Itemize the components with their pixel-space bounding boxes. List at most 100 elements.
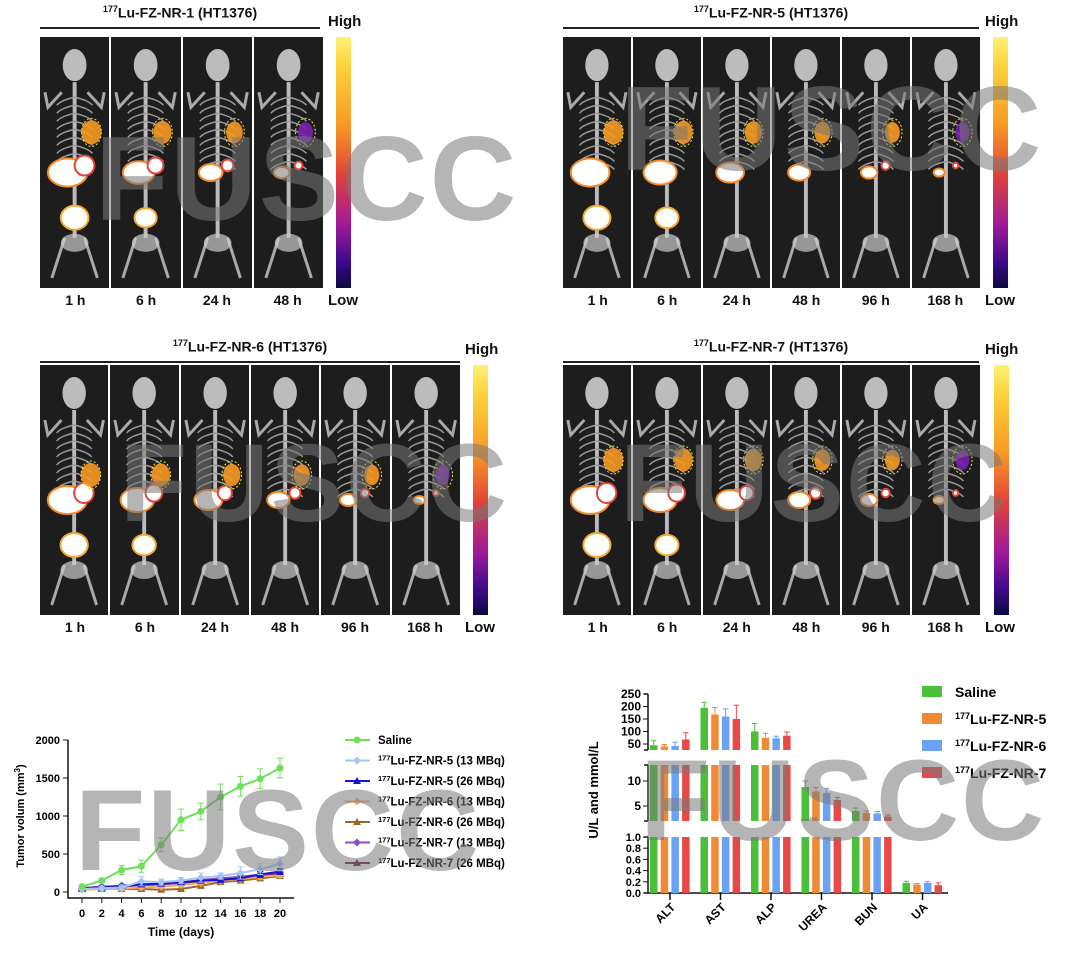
timepoint-label: 48 h <box>273 292 302 308</box>
data-point <box>157 878 166 887</box>
bar <box>711 714 719 750</box>
data-point <box>157 841 165 849</box>
timepoint-label: 24 h <box>202 292 231 308</box>
timepoint-label: 96 h <box>340 619 369 635</box>
timepoint-label: 1 h <box>65 292 86 308</box>
data-point <box>256 775 264 783</box>
spect-ct-mouse-image <box>563 37 631 288</box>
axis-break-cap <box>644 764 648 822</box>
data-point <box>98 877 106 885</box>
colorbar <box>994 365 1009 615</box>
y-tick-label: 0.6 <box>626 854 641 866</box>
data-point <box>353 777 361 784</box>
error-bar <box>914 882 920 885</box>
bar <box>873 837 881 893</box>
legend-label: 177Lu-FZ-NR-6 (26 MBq) <box>378 815 505 829</box>
bar <box>833 837 842 893</box>
y-tick-label: 1000 <box>36 811 60 823</box>
y-tick-label: 0.2 <box>626 877 641 889</box>
spect-ct-mouse-image <box>321 365 390 615</box>
error-bar <box>651 740 657 746</box>
x-tick-label: 0 <box>79 908 85 920</box>
spect-ct-mouse-image <box>912 365 980 615</box>
panel-title-rule <box>40 27 320 29</box>
colorbar-high-label: High <box>465 341 499 358</box>
bar <box>783 765 791 821</box>
timepoint-label: 1 h <box>587 292 608 308</box>
bar <box>923 882 932 893</box>
x-tick-label: 12 <box>195 908 207 920</box>
colorbar <box>336 37 351 288</box>
timepoint-label: 168 h <box>407 619 443 635</box>
data-point <box>236 782 244 790</box>
bar <box>660 765 669 821</box>
bar <box>721 837 730 893</box>
panel-title-text: Lu-FZ-NR-1 (HT1376) <box>117 4 258 21</box>
legend-label: 177Lu-FZ-NR-5 (26 MBq) <box>378 774 505 788</box>
timepoint-label: 48 h <box>792 619 821 635</box>
error-bar <box>802 780 808 787</box>
data-point <box>216 872 225 881</box>
legend-label: 177Lu-FZ-NR-7 <box>955 765 1046 781</box>
bar <box>902 882 910 893</box>
bar <box>934 885 943 893</box>
spect-ct-mouse-image <box>772 365 841 615</box>
x-tick-label: 16 <box>234 908 246 920</box>
panel-title: 177Lu-FZ-NR-6 (HT1376) <box>40 338 460 355</box>
spect-ct-mouse-image <box>702 37 771 288</box>
spect-ct-mouse-image <box>250 365 320 615</box>
error-bar <box>752 723 758 732</box>
error-bar <box>712 707 718 715</box>
bar <box>852 811 860 821</box>
bar <box>721 765 730 821</box>
y-tick-label: 100 <box>621 725 641 739</box>
isotope-superscript: 177 <box>102 4 118 14</box>
panel-title: 177Lu-FZ-NR-1 (HT1376) <box>40 4 320 21</box>
spect-ct-mouse-image <box>912 37 980 288</box>
timepoint-label: 168 h <box>927 619 964 635</box>
y-tick-label: 0.8 <box>626 843 641 855</box>
y-tick-label: 200 <box>621 700 641 714</box>
bar <box>671 837 679 893</box>
data-point <box>217 793 225 801</box>
timepoint-label: 6 h <box>657 292 678 308</box>
bar <box>761 765 770 821</box>
spect-ct-mouse-image <box>253 37 323 288</box>
bar <box>801 787 809 821</box>
data-point <box>137 877 146 886</box>
data-point <box>196 873 205 882</box>
y-tick-label: 0.0 <box>626 888 641 900</box>
timepoint-label: 6 h <box>657 619 678 635</box>
y-axis-label: Tumor volum (mm3) <box>13 764 27 868</box>
bar <box>884 837 892 893</box>
bar <box>772 765 780 821</box>
panel-title-rule <box>40 361 460 363</box>
tumor-volume-chart: 0 500 1000 1500 2000 0 2 4 6 8 10 12 14 16 18 20 Time (d… <box>13 735 505 939</box>
legend-label: 177Lu-FZ-NR-5 <box>955 711 1046 727</box>
legend-label: 177Lu-FZ-NR-6 (13 MBq) <box>378 795 505 809</box>
error-bar <box>701 701 707 708</box>
bar <box>700 765 708 821</box>
bar <box>852 837 860 893</box>
error-bar <box>773 735 779 739</box>
timepoint-label: 96 h <box>861 292 890 308</box>
timepoint-label: 1 h <box>587 619 608 635</box>
data-point <box>256 865 265 874</box>
timepoint-label: 1 h <box>64 619 86 635</box>
error-bar <box>672 741 678 746</box>
x-tick-label: ALT <box>652 900 678 926</box>
x-tick-label: 10 <box>175 908 187 920</box>
bar <box>682 837 690 893</box>
data-point <box>276 859 284 868</box>
panel-title-rule <box>563 27 979 29</box>
bar <box>862 837 871 893</box>
spect-ct-mouse-image <box>110 365 179 615</box>
colorbar <box>993 37 1008 288</box>
spect-ct-mouse-image <box>40 37 110 288</box>
error-bar <box>874 811 880 814</box>
colorbar-high-label: High <box>985 341 1019 358</box>
bar <box>721 716 730 750</box>
x-tick-label: UREA <box>796 900 830 934</box>
colorbar-low-label: Low <box>985 292 1015 309</box>
